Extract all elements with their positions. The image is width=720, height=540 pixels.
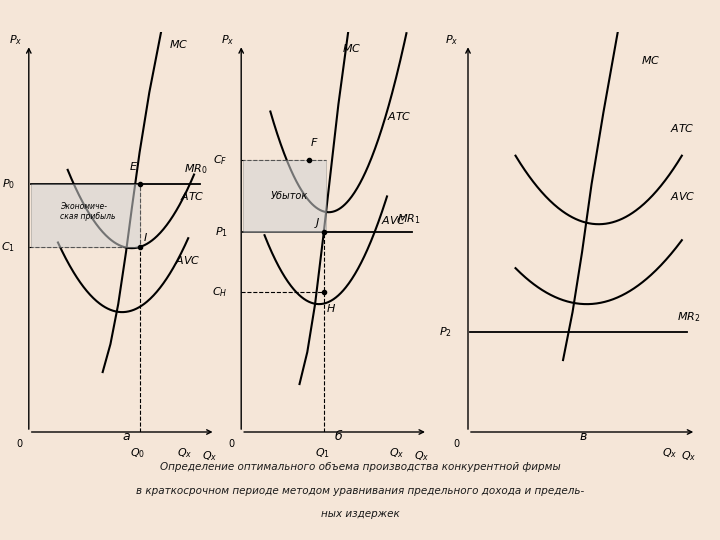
- Text: $F$: $F$: [310, 136, 319, 149]
- Text: $Q_1$: $Q_1$: [315, 446, 330, 460]
- Text: $ATC$: $ATC$: [670, 122, 695, 134]
- Text: $MC$: $MC$: [168, 38, 188, 50]
- Text: Экономиче-
ская прибыль: Экономиче- ская прибыль: [60, 202, 115, 221]
- Text: $MC$: $MC$: [342, 42, 361, 55]
- Text: ных издержек: ных издержек: [320, 509, 400, 519]
- Text: $AVC$: $AVC$: [381, 214, 407, 226]
- Text: $Q_x$: $Q_x$: [202, 449, 217, 463]
- Text: Убыток: Убыток: [271, 191, 307, 201]
- Text: $C_H$: $C_H$: [212, 285, 228, 299]
- Bar: [243, 160, 326, 232]
- Text: $Q_x$: $Q_x$: [414, 449, 430, 463]
- Text: $Q_x$: $Q_x$: [389, 446, 405, 460]
- Text: $MR_0$: $MR_0$: [184, 162, 208, 176]
- Text: $Q_x$: $Q_x$: [176, 446, 192, 460]
- Text: $AVC$: $AVC$: [670, 190, 696, 202]
- Text: $I$: $I$: [143, 231, 148, 243]
- Bar: [31, 184, 140, 247]
- Text: $ATC$: $ATC$: [387, 110, 412, 123]
- Text: $MR_2$: $MR_2$: [677, 310, 701, 324]
- Text: $Q_x$: $Q_x$: [681, 449, 697, 463]
- Text: 0: 0: [453, 439, 459, 449]
- Text: $C_1$: $C_1$: [1, 240, 15, 254]
- Text: $Q_x$: $Q_x$: [662, 446, 678, 460]
- Text: $MC$: $MC$: [642, 55, 661, 66]
- Text: $Q_0$: $Q_0$: [130, 446, 145, 460]
- Text: $P_x$: $P_x$: [221, 33, 234, 48]
- Text: б: б: [335, 430, 342, 443]
- Text: 0: 0: [228, 439, 235, 449]
- Text: $J$: $J$: [313, 216, 320, 230]
- Text: $P_x$: $P_x$: [445, 33, 458, 48]
- Text: $MR_1$: $MR_1$: [397, 212, 420, 226]
- Text: $P_x$: $P_x$: [9, 33, 22, 48]
- Text: $ATC$: $ATC$: [181, 190, 205, 202]
- Text: $H$: $H$: [326, 302, 336, 314]
- Text: $P_0$: $P_0$: [2, 177, 15, 191]
- Text: в краткосрочном периоде методом уравнивания предельного дохода и предель-: в краткосрочном периоде методом уравнива…: [136, 487, 584, 496]
- Text: $P_1$: $P_1$: [215, 225, 228, 239]
- Text: $AVC$: $AVC$: [174, 254, 200, 266]
- Text: в: в: [580, 430, 587, 443]
- Text: $P_2$: $P_2$: [438, 325, 451, 339]
- Text: а: а: [122, 430, 130, 443]
- Text: $C_F$: $C_F$: [213, 153, 228, 167]
- Text: Определение оптимального объема производства конкурентной фирмы: Определение оптимального объема производ…: [160, 462, 560, 472]
- Text: 0: 0: [16, 439, 22, 449]
- Text: $E$: $E$: [129, 160, 138, 172]
